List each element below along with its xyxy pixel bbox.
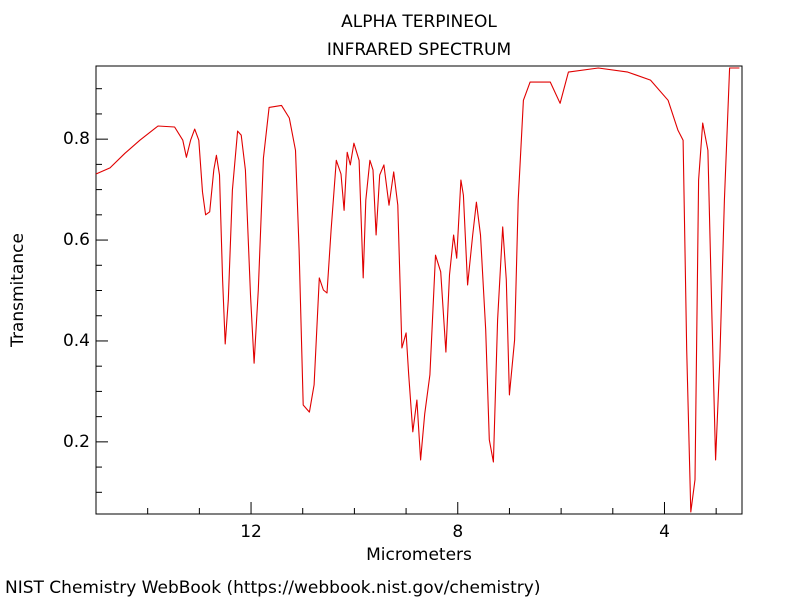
y-tick-label: 0.4 <box>63 331 90 351</box>
chart-title: ALPHA TERPINEOL <box>341 12 497 32</box>
x-axis-label: Micrometers <box>366 545 472 565</box>
x-tick-label: 12 <box>240 522 262 542</box>
spectrum-line <box>95 67 740 513</box>
plot-frame <box>95 65 743 515</box>
chart-subtitle: INFRARED SPECTRUM <box>327 40 511 60</box>
x-tick-label: 8 <box>452 522 463 542</box>
y-tick-label: 0.2 <box>63 432 90 452</box>
x-tick-label: 4 <box>659 522 670 542</box>
footer: NIST Chemistry WebBook (https://webbook.… <box>5 578 540 598</box>
y-tick-label: 0.8 <box>63 129 90 149</box>
y-tick-label: 0.6 <box>63 230 90 250</box>
y-axis-label: Transmitance <box>8 233 28 348</box>
